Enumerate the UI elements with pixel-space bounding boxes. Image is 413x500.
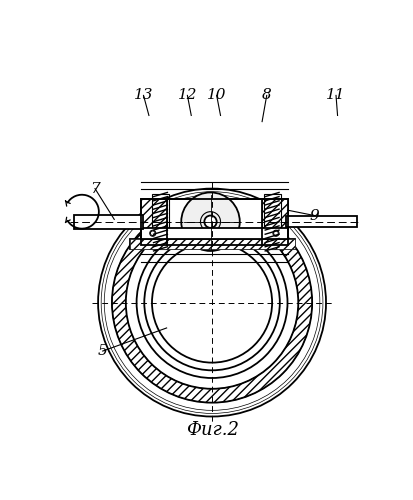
Text: 7: 7 xyxy=(90,182,100,196)
Text: 12: 12 xyxy=(178,88,197,102)
Circle shape xyxy=(181,192,240,251)
Text: 9: 9 xyxy=(310,208,319,222)
Bar xyxy=(130,238,295,250)
Text: 10: 10 xyxy=(207,88,226,102)
Text: 13: 13 xyxy=(134,88,153,102)
Bar xyxy=(286,216,357,227)
Bar xyxy=(141,198,287,245)
Text: 11: 11 xyxy=(326,88,346,102)
Text: Фиг.2: Фиг.2 xyxy=(185,420,239,438)
Bar xyxy=(152,194,169,250)
Bar xyxy=(141,198,287,245)
Text: 8: 8 xyxy=(262,88,272,102)
Bar xyxy=(263,194,280,250)
Bar xyxy=(130,238,295,250)
Bar xyxy=(262,198,287,245)
Text: 5: 5 xyxy=(98,344,107,358)
Bar xyxy=(74,215,143,228)
Bar xyxy=(141,228,287,238)
Bar xyxy=(141,198,166,245)
Circle shape xyxy=(204,216,217,228)
